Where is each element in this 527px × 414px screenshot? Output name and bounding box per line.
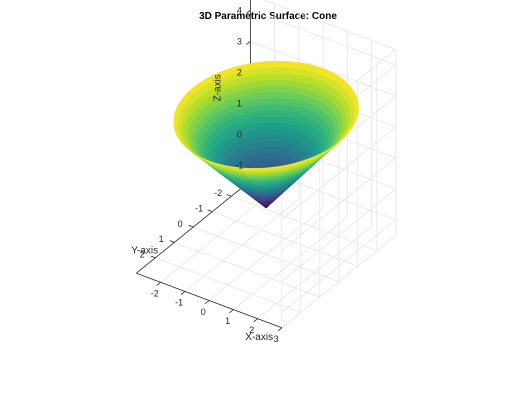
y-axis-label: Y-axis — [131, 246, 158, 257]
surface-patch — [249, 168, 260, 171]
surface-patch — [264, 97, 272, 105]
surface-patch — [281, 60, 292, 69]
grid-line — [281, 157, 397, 251]
grid-line — [231, 195, 377, 252]
y-tick — [188, 224, 194, 228]
surface-patch — [263, 73, 273, 81]
y-tick — [226, 194, 232, 197]
x-tick-label: -1 — [175, 298, 183, 308]
x-tick-label: 2 — [249, 325, 254, 335]
grid-line — [250, 9, 396, 66]
grid-line — [155, 257, 301, 313]
surface-patch — [257, 104, 266, 112]
surface-patch — [263, 60, 274, 69]
surface-patch — [258, 116, 266, 124]
surface-patch — [269, 115, 277, 123]
y-tick-label: -1 — [195, 203, 203, 213]
surface-patch — [260, 140, 266, 148]
z-axis-label: Z-axis — [212, 74, 223, 101]
surface-patch — [263, 79, 273, 87]
surface-patch — [255, 134, 262, 143]
z-tick — [246, 40, 251, 45]
x-tick — [180, 291, 186, 295]
surface-patch — [258, 110, 266, 118]
y-tick — [150, 255, 156, 259]
surface-patch — [264, 121, 271, 130]
grid-line — [263, 0, 396, 50]
x-tick — [156, 281, 161, 286]
surface-patch — [257, 97, 265, 106]
surface-patch — [280, 66, 291, 75]
surface-patch — [264, 140, 270, 148]
surface-patch — [264, 115, 271, 123]
surface-patch — [261, 152, 266, 160]
grid-line — [281, 126, 397, 220]
z-tick-label: 1 — [237, 98, 242, 108]
surface-patch — [353, 100, 359, 112]
surface-patch — [271, 79, 281, 86]
grid-line — [281, 219, 397, 313]
z-tick-label: 3 — [237, 36, 242, 46]
surface-patch — [259, 128, 266, 136]
surface-patch — [264, 134, 270, 142]
surface-patch — [245, 62, 256, 71]
z-tick-label: 2 — [237, 67, 242, 77]
grid-line — [193, 226, 339, 282]
z-tick-label: -1 — [235, 160, 243, 170]
surface-patch — [264, 91, 272, 99]
grid-line — [174, 242, 320, 298]
y-tick — [207, 209, 213, 212]
surface-patch — [264, 146, 270, 154]
y-tick-label: -2 — [214, 188, 222, 198]
y-tick-label: 1 — [159, 234, 164, 244]
surface-patch — [264, 85, 273, 93]
surface-patch — [260, 134, 266, 142]
surface-patch — [264, 103, 272, 111]
surface-patch — [272, 66, 282, 74]
z-tick-label: 4 — [237, 5, 242, 15]
grid-line — [281, 188, 397, 282]
surface-patch — [254, 61, 265, 70]
surface-patch — [263, 67, 274, 75]
x-axis-label: X-axis — [245, 332, 273, 343]
tick-labels-layer: -2 -1 0 1 2 3 -2 -1 0 1 2 -1 0 1 2 3 4 — [140, 5, 279, 344]
x-tick-label: -2 — [151, 289, 159, 299]
surface-patch — [271, 73, 282, 80]
surface-patch — [259, 122, 266, 130]
surface-patch — [262, 158, 266, 166]
chart-title: 3D Parametric Surface: Cone — [199, 11, 337, 22]
z-tick-label: 0 — [237, 129, 242, 139]
grid-line — [212, 211, 358, 267]
surface-patch — [278, 85, 288, 93]
surface-patch — [279, 73, 290, 81]
surface-patch — [272, 60, 283, 68]
surface-patch — [264, 128, 271, 136]
surface-patch — [261, 146, 266, 154]
x-tick-label: 3 — [274, 334, 279, 344]
surface-patch — [271, 85, 280, 93]
cone-surface — [173, 60, 359, 209]
surface-patch — [279, 79, 289, 87]
surface-patch — [254, 128, 261, 137]
x-tick — [229, 309, 234, 314]
surface-patch — [270, 103, 278, 111]
surface-patch — [271, 91, 280, 99]
x-tick-label: 0 — [201, 307, 206, 317]
z-tick — [246, 9, 251, 14]
y-tick-label: 0 — [178, 219, 183, 229]
surface-patch — [256, 91, 265, 100]
x-tick-label: 1 — [225, 316, 230, 326]
surface-patch — [258, 167, 269, 171]
y-tick — [169, 240, 175, 243]
x-tick — [277, 327, 283, 332]
surface-patch — [270, 97, 279, 105]
x-tick — [204, 300, 210, 304]
y-tick-label: 2 — [140, 250, 145, 260]
surface-patch — [270, 109, 278, 117]
x-tick — [253, 318, 258, 323]
surface-patch — [264, 109, 272, 117]
